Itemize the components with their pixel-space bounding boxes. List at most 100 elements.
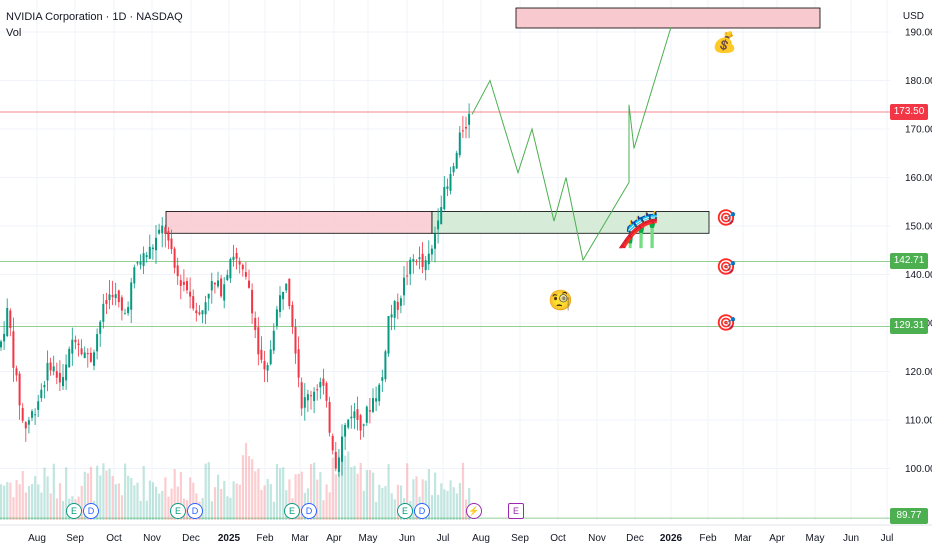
volume-bar bbox=[356, 473, 359, 520]
volume-bar bbox=[244, 442, 248, 520]
candle-body bbox=[108, 294, 111, 300]
volume-bar bbox=[319, 471, 322, 520]
candle-body bbox=[440, 207, 443, 225]
candle-body bbox=[235, 253, 238, 259]
price-tag-173: 173.50 bbox=[890, 104, 928, 120]
volume-bar bbox=[27, 485, 31, 520]
candle-body bbox=[325, 383, 328, 401]
candles bbox=[0, 103, 471, 477]
candle-body bbox=[15, 368, 18, 376]
chart-zones bbox=[165, 7, 821, 234]
candle-body bbox=[359, 415, 362, 431]
volume-bar bbox=[461, 462, 465, 520]
candle-body bbox=[192, 296, 195, 309]
candle-body bbox=[328, 402, 331, 433]
volume-bar bbox=[220, 488, 223, 520]
earnings-event[interactable]: E bbox=[284, 503, 300, 519]
price-tick-label: 170.00 bbox=[905, 125, 932, 136]
dividend-event[interactable]: D bbox=[414, 503, 430, 519]
candle-body bbox=[406, 275, 409, 277]
candle-body bbox=[241, 264, 244, 270]
volume-bar bbox=[427, 469, 430, 520]
volume-bar bbox=[393, 499, 396, 520]
volume-bar bbox=[34, 476, 37, 520]
candle-body bbox=[77, 343, 80, 346]
earnings-event[interactable]: E bbox=[66, 503, 82, 519]
volume-bar bbox=[275, 464, 279, 520]
projection-path bbox=[471, 27, 672, 262]
candle-body bbox=[210, 281, 213, 291]
candle-body bbox=[294, 327, 297, 354]
candle-body bbox=[158, 229, 161, 234]
candle-body bbox=[130, 282, 133, 310]
candle-body bbox=[99, 321, 102, 334]
volume-bar bbox=[117, 483, 120, 520]
volume-bar bbox=[43, 467, 46, 520]
time-tick-label: Apr bbox=[769, 533, 785, 544]
candle-body bbox=[461, 130, 464, 132]
candle-body bbox=[93, 352, 95, 366]
volume-bar bbox=[415, 476, 418, 520]
candle-body bbox=[409, 259, 412, 275]
volume-bar bbox=[297, 473, 300, 520]
projection-line bbox=[471, 27, 672, 262]
volume-bar bbox=[248, 456, 251, 520]
candle-body bbox=[337, 457, 340, 472]
time-tick-label: Jun bbox=[843, 533, 859, 544]
candle-body bbox=[27, 420, 30, 425]
volume-bar bbox=[269, 484, 272, 520]
volume-bar bbox=[372, 472, 375, 520]
time-tick-label: Oct bbox=[550, 533, 566, 544]
candle-body bbox=[18, 373, 21, 406]
candle-body bbox=[458, 132, 461, 156]
volume-bar bbox=[127, 475, 130, 520]
volume-bar bbox=[344, 455, 347, 520]
volume-label[interactable]: Vol bbox=[6, 27, 22, 39]
future-earnings-event[interactable]: E bbox=[508, 503, 524, 519]
candle-body bbox=[415, 261, 418, 263]
volume-bar bbox=[375, 501, 378, 520]
volume-bar bbox=[89, 466, 93, 520]
earnings-event[interactable]: E bbox=[397, 503, 413, 519]
volume-bar bbox=[164, 477, 167, 520]
candle-body bbox=[12, 331, 15, 368]
split-event-icon[interactable]: ⚡ bbox=[466, 503, 482, 519]
candle-body bbox=[0, 341, 2, 348]
dividend-event[interactable]: D bbox=[83, 503, 99, 519]
candle-body bbox=[148, 246, 151, 259]
dividend-event[interactable]: D bbox=[301, 503, 317, 519]
volume-bar bbox=[24, 492, 27, 520]
candle-body bbox=[384, 351, 387, 380]
candle-body bbox=[421, 253, 424, 268]
volume-bar bbox=[192, 482, 195, 520]
candle-body bbox=[68, 348, 71, 368]
candle-body bbox=[6, 307, 9, 336]
candle-body bbox=[124, 313, 126, 315]
symbol-title[interactable]: NVIDIA Corporation · 1D · NASDAQ bbox=[6, 11, 183, 23]
volume-bar bbox=[179, 471, 182, 520]
earnings-event[interactable]: E bbox=[170, 503, 186, 519]
candle-body bbox=[229, 259, 232, 279]
candle-body bbox=[260, 349, 263, 360]
candle-body bbox=[86, 352, 89, 355]
volume-bar bbox=[260, 489, 263, 520]
volume-bar bbox=[350, 467, 353, 520]
candle-body bbox=[207, 293, 210, 299]
candle-body bbox=[285, 283, 288, 291]
volume-bar bbox=[430, 495, 434, 520]
dividend-event[interactable]: D bbox=[187, 503, 203, 519]
currency-label[interactable]: USD bbox=[902, 11, 924, 22]
volume-bar bbox=[0, 484, 3, 520]
candle-body bbox=[83, 352, 86, 359]
candle-body bbox=[393, 301, 396, 318]
candle-body bbox=[257, 327, 260, 355]
volume-bar bbox=[282, 467, 285, 520]
candle-body bbox=[437, 220, 440, 230]
time-tick-label: Sep bbox=[66, 533, 84, 544]
candle-body bbox=[263, 360, 266, 370]
candle-body bbox=[223, 284, 226, 301]
candle-body bbox=[24, 422, 27, 429]
volume-bar bbox=[257, 468, 260, 520]
candle-body bbox=[170, 238, 173, 250]
